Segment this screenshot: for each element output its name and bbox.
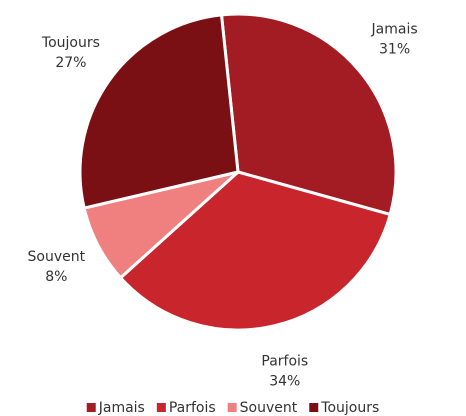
- legend-swatch: [86, 403, 96, 412]
- slice-label-value: 31%: [379, 42, 410, 58]
- slice-label-name: Jamais: [371, 22, 418, 38]
- legend-swatch: [309, 403, 319, 412]
- legend-swatch: [227, 403, 237, 412]
- legend-swatch: [156, 403, 166, 412]
- pie-slice: [78, 13, 240, 210]
- legend-label: Souvent: [240, 400, 298, 416]
- legend-label: Jamais: [98, 400, 145, 416]
- slice-label-name: Parfois: [261, 354, 308, 370]
- slice-label-value: 8%: [45, 269, 67, 285]
- legend-label: Toujours: [320, 400, 379, 416]
- slice-label-value: 34%: [269, 374, 300, 390]
- slice-label-value: 27%: [55, 55, 86, 71]
- pie-slice: [118, 170, 393, 332]
- pie-slice: [219, 12, 398, 217]
- slice-label-name: Toujours: [41, 35, 100, 51]
- legend-label: Parfois: [169, 400, 216, 416]
- slice-label-name: Souvent: [28, 249, 86, 265]
